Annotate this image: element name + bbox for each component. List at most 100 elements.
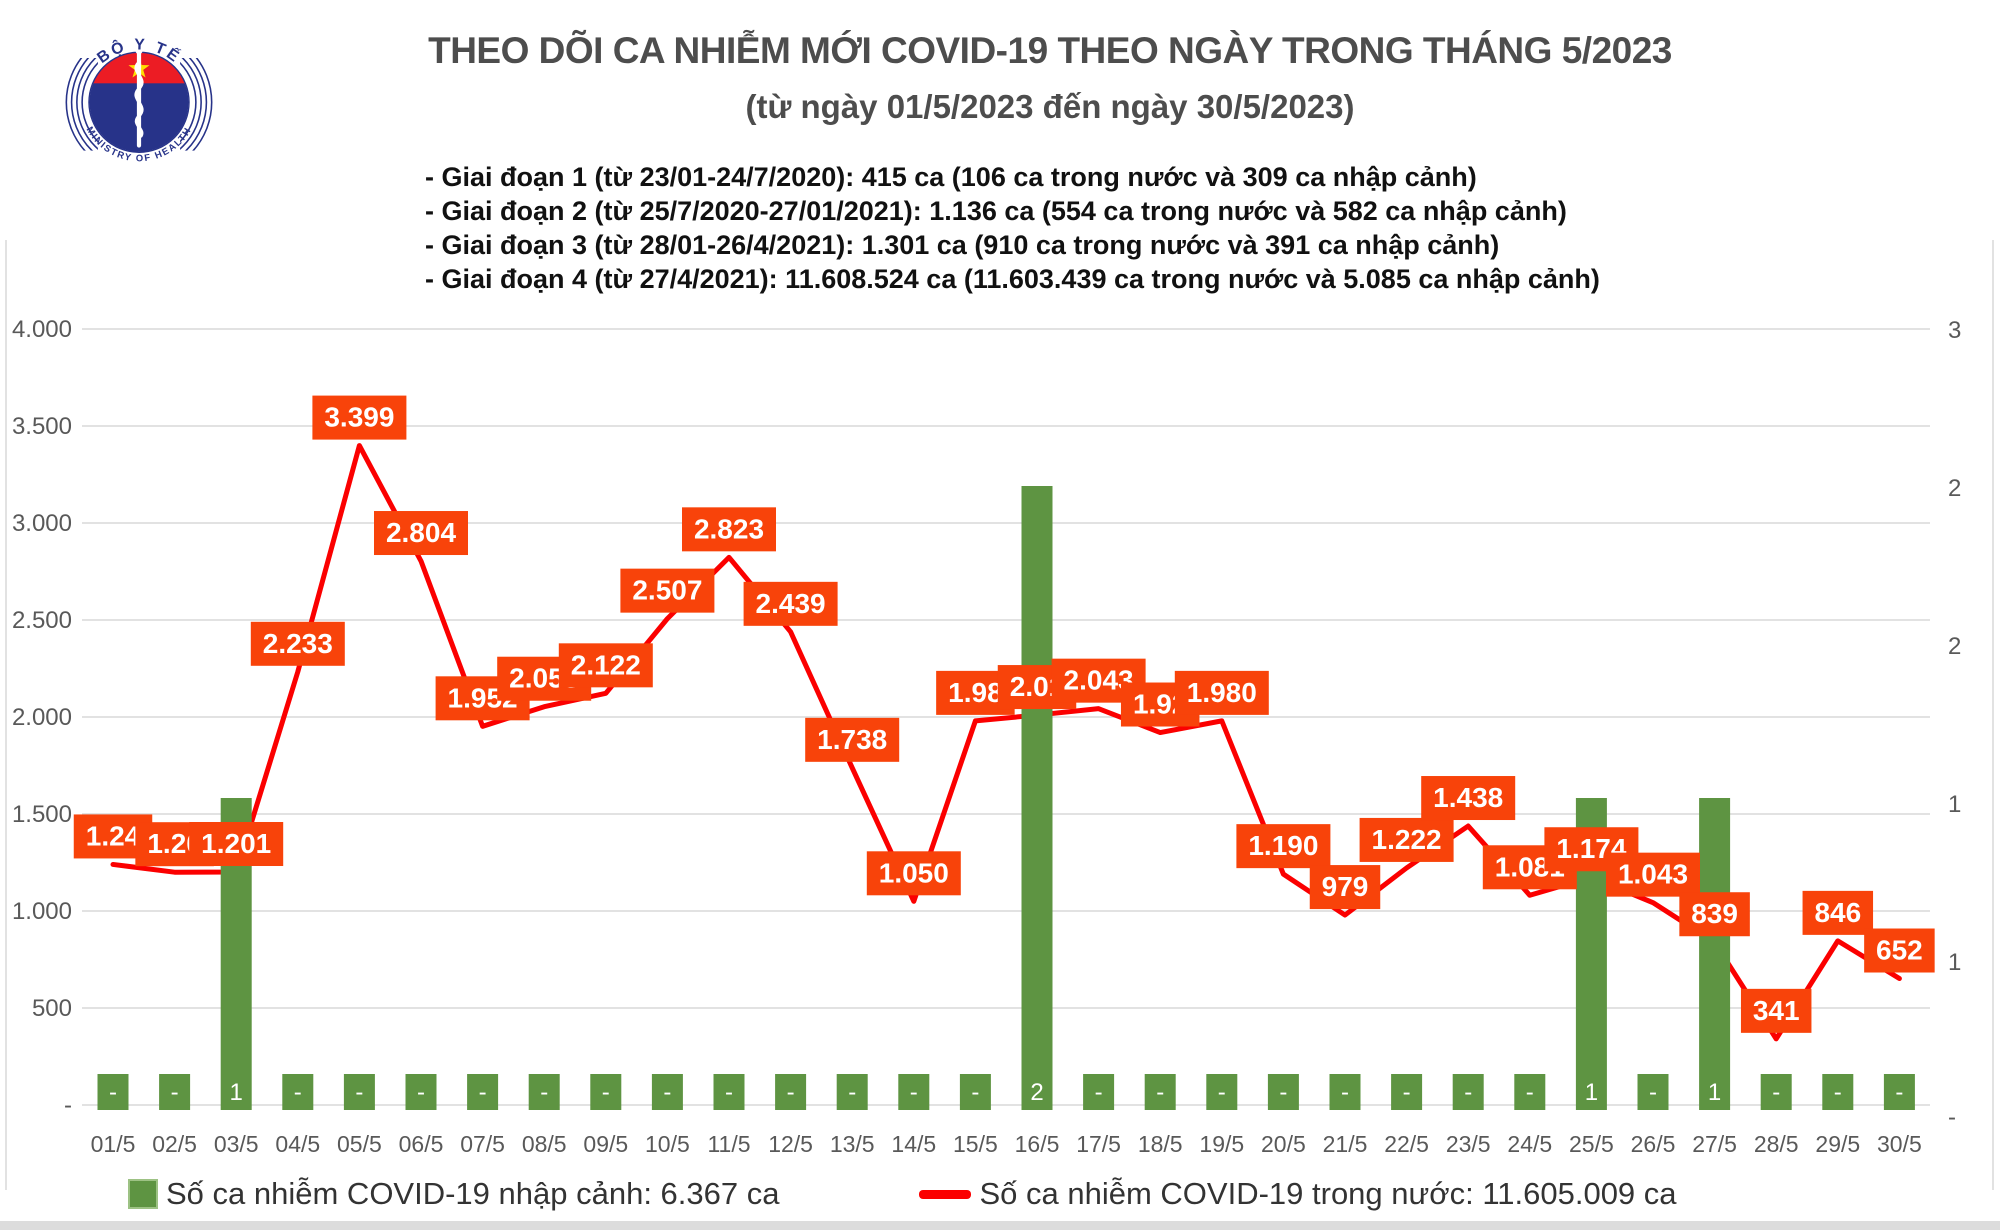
legend-item-imported: Số ca nhiễm COVID-19 nhập cảnh: 6.367 ca — [128, 1176, 779, 1212]
legend-label-domestic: Số ca nhiễm COVID-19 trong nước: 11.605.… — [979, 1176, 1677, 1211]
x-tick-label: 03/5 — [214, 1131, 259, 1157]
bar-label: - — [355, 1079, 363, 1106]
phase-notes: - Giai đoạn 1 (từ 23/01-24/7/2020): 415 … — [425, 160, 1600, 296]
x-tick-label: 07/5 — [460, 1131, 505, 1157]
data-label-box — [558, 643, 653, 688]
data-label: 3.399 — [324, 402, 394, 433]
data-label-box — [1236, 824, 1331, 869]
bar-label: - — [1279, 1079, 1287, 1106]
x-tick-label: 18/5 — [1138, 1131, 1183, 1157]
bar — [836, 1074, 868, 1110]
bar — [590, 1074, 622, 1110]
x-tick-label: 12/5 — [768, 1131, 813, 1157]
bar — [1144, 1074, 1176, 1110]
bar-label: - — [910, 1079, 918, 1106]
data-label-box — [1421, 776, 1516, 821]
data-label-box — [1740, 988, 1812, 1033]
bar-label: - — [1772, 1079, 1780, 1106]
x-tick-label: 30/5 — [1877, 1131, 1922, 1157]
bar-label: - — [109, 1079, 117, 1106]
x-tick-label: 09/5 — [583, 1131, 628, 1157]
bar — [1760, 1074, 1792, 1110]
y-tick-label-left: 2.000 — [12, 704, 72, 731]
bar-series-swatch-icon — [128, 1179, 158, 1209]
data-label-box — [189, 822, 284, 867]
bar — [1329, 1074, 1361, 1110]
bar — [959, 1074, 991, 1110]
data-label-box — [1309, 865, 1381, 910]
data-label: 2.823 — [694, 513, 764, 544]
data-label-box — [1359, 817, 1454, 862]
page-subtitle: (từ ngày 01/5/2023 đến ngày 30/5/2023) — [745, 88, 1355, 125]
bar-label: - — [848, 1079, 856, 1106]
x-tick-label: 21/5 — [1323, 1131, 1368, 1157]
x-tick-label: 24/5 — [1507, 1131, 1552, 1157]
y-tick-label-right: 1 — [1948, 949, 1961, 976]
y-tick-label-left: 500 — [32, 995, 72, 1022]
x-tick-label: 14/5 — [891, 1131, 936, 1157]
x-tick-label: 06/5 — [399, 1131, 444, 1157]
data-label: 2.233 — [263, 628, 333, 659]
bar — [651, 1074, 683, 1110]
x-tick-label: 05/5 — [337, 1131, 382, 1157]
bar — [1021, 486, 1053, 1110]
bar — [405, 1074, 437, 1110]
x-tick-label: 22/5 — [1384, 1131, 1429, 1157]
bar — [97, 1074, 129, 1110]
y-tick-label-right: 2 — [1948, 475, 1961, 502]
data-label: 1.438 — [1433, 782, 1503, 813]
x-tick-label: 17/5 — [1076, 1131, 1121, 1157]
data-label: 1.222 — [1372, 824, 1442, 855]
covid-combo-chart: 4.0003.5003.0002.5002.0001.5001.000500-3… — [5, 240, 1994, 1190]
x-tick-label: 02/5 — [152, 1131, 197, 1157]
x-tick-label: 15/5 — [953, 1131, 998, 1157]
x-tick-label: 25/5 — [1569, 1131, 1614, 1157]
moh-logo: BỘ Y TẾ MINISTRY OF HEALTH — [60, 18, 218, 176]
x-tick-label: 13/5 — [830, 1131, 875, 1157]
data-label-box — [682, 507, 776, 552]
bar — [713, 1074, 745, 1110]
bar — [1822, 1074, 1854, 1110]
bar — [528, 1074, 560, 1110]
page-title: THEO DÕI CA NHIỄM MỚI COVID-19 THEO NGÀY… — [428, 30, 1672, 71]
data-label: 1.190 — [1248, 830, 1318, 861]
data-label: 652 — [1876, 935, 1923, 966]
y-tick-label-left: 3.000 — [12, 510, 72, 537]
data-label: 1.043 — [1618, 859, 1688, 890]
data-label-box — [1864, 928, 1935, 973]
y-tick-label-right: 3 — [1948, 317, 1961, 344]
data-label: 1.980 — [1187, 677, 1257, 708]
bar-label: 1 — [1585, 1079, 1598, 1106]
bar-label: - — [725, 1079, 733, 1106]
x-tick-label: 20/5 — [1261, 1131, 1306, 1157]
y-tick-label-left: - — [64, 1092, 72, 1119]
x-tick-label: 23/5 — [1446, 1131, 1491, 1157]
bar-label: - — [1464, 1079, 1472, 1106]
logo-caduceus-icon — [134, 47, 144, 148]
bar — [159, 1074, 191, 1110]
data-label-box — [250, 621, 345, 666]
y-tick-label-right: - — [1948, 1104, 1956, 1131]
data-label-box — [866, 851, 961, 896]
bar-label: - — [540, 1079, 548, 1106]
bar-label: - — [1834, 1079, 1842, 1106]
logo-radiating-arcs — [65, 58, 213, 151]
phase-note-2: - Giai đoạn 2 (từ 25/7/2020-27/01/2021):… — [425, 196, 1567, 226]
legend-label-imported: Số ca nhiễm COVID-19 nhập cảnh: 6.367 ca — [166, 1176, 780, 1211]
data-label: 1.98 — [948, 677, 1003, 708]
x-tick-label: 08/5 — [522, 1131, 567, 1157]
bar — [1206, 1074, 1238, 1110]
bar — [467, 1074, 499, 1110]
phase-note-3: - Giai đoạn 3 (từ 28/01-26/4/2021): 1.30… — [425, 230, 1500, 260]
bar — [282, 1074, 314, 1110]
bar — [1699, 798, 1731, 1110]
x-tick-label: 26/5 — [1631, 1131, 1676, 1157]
bar-label: - — [1526, 1079, 1534, 1106]
bar-label: - — [971, 1079, 979, 1106]
bar-label: - — [602, 1079, 610, 1106]
data-label: 979 — [1322, 871, 1369, 902]
bar — [898, 1074, 930, 1110]
bar-label: - — [1341, 1079, 1349, 1106]
bar — [1083, 1074, 1115, 1110]
data-label: 1.201 — [201, 828, 271, 859]
